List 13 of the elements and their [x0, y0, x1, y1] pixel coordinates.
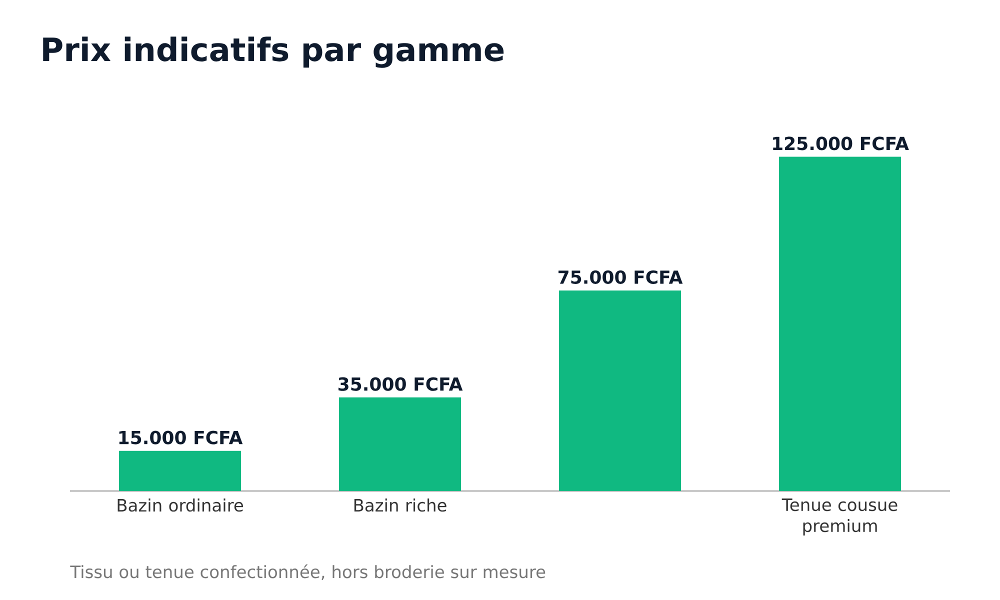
bar — [779, 156, 902, 491]
chart-title: Prix indicatifs par gamme — [43, 36, 504, 68]
data-label: 15.000 FCFA — [119, 430, 243, 444]
x-tick-label: Bazin ordinaire — [118, 498, 244, 512]
x-tick-label: Tenue cousue premium — [782, 498, 898, 536]
data-label: 75.000 FCFA — [558, 270, 683, 284]
data-label: 35.000 FCFA — [338, 377, 463, 391]
bar — [119, 450, 242, 491]
text: Tissu ou tenue confectionnée, hors broderie sur mesure — [70, 564, 546, 580]
x-tick-label: Bazin riche — [354, 498, 446, 512]
bar — [559, 290, 682, 491]
data-label: 125.000 FCFA — [773, 136, 909, 150]
bar — [339, 397, 462, 491]
